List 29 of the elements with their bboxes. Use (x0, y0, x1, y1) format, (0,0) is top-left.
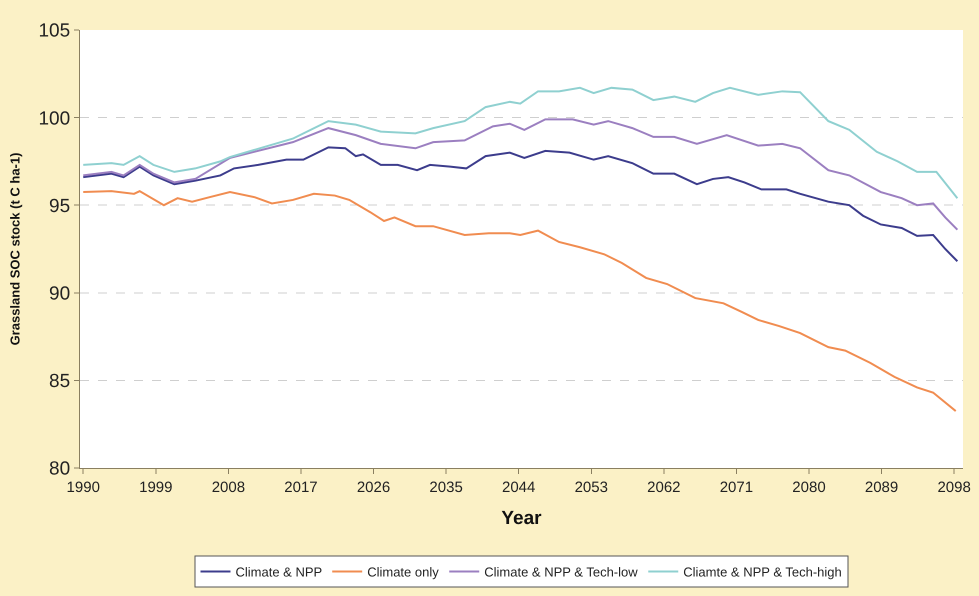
x-tick-label: 1999 (139, 479, 172, 496)
x-tick-label: 2098 (937, 479, 971, 496)
x-tick-label: 2008 (212, 479, 246, 496)
y-tick-label: 95 (49, 196, 70, 217)
y-tick-label: 90 (49, 283, 70, 304)
x-tick-label: 2044 (502, 479, 536, 496)
x-tick-label: 2071 (720, 479, 754, 496)
line-series (82, 118, 958, 231)
x-tick-label: 2089 (864, 479, 898, 496)
line-series (82, 146, 958, 262)
line-series (82, 190, 957, 412)
line-series (82, 86, 958, 200)
y-tick-label: 80 (49, 458, 70, 480)
y-tick-label: 85 (49, 371, 70, 392)
legend-label: Climate & NPP & Tech-low (484, 564, 638, 580)
legend-label: Climate & NPP (236, 564, 322, 580)
legend-label: Cliamte & NPP & Tech-high (683, 564, 842, 580)
y-tick-label: 100 (38, 108, 70, 130)
legend-label: Climate only (367, 564, 440, 580)
x-tick-label: 1990 (66, 479, 100, 496)
y-tick-label: 105 (38, 20, 70, 42)
x-tick-label: 2080 (792, 479, 826, 496)
x-tick-label: 2017 (284, 479, 318, 496)
x-tick-label: 2026 (356, 479, 390, 496)
x-tick-label: 2035 (429, 479, 463, 496)
y-axis-title: Grassland SOC stock (t C ha-1) (7, 152, 22, 346)
x-tick-label: 2053 (574, 479, 608, 496)
x-axis-title: Year (501, 508, 542, 529)
x-tick-label: 2062 (647, 479, 681, 496)
